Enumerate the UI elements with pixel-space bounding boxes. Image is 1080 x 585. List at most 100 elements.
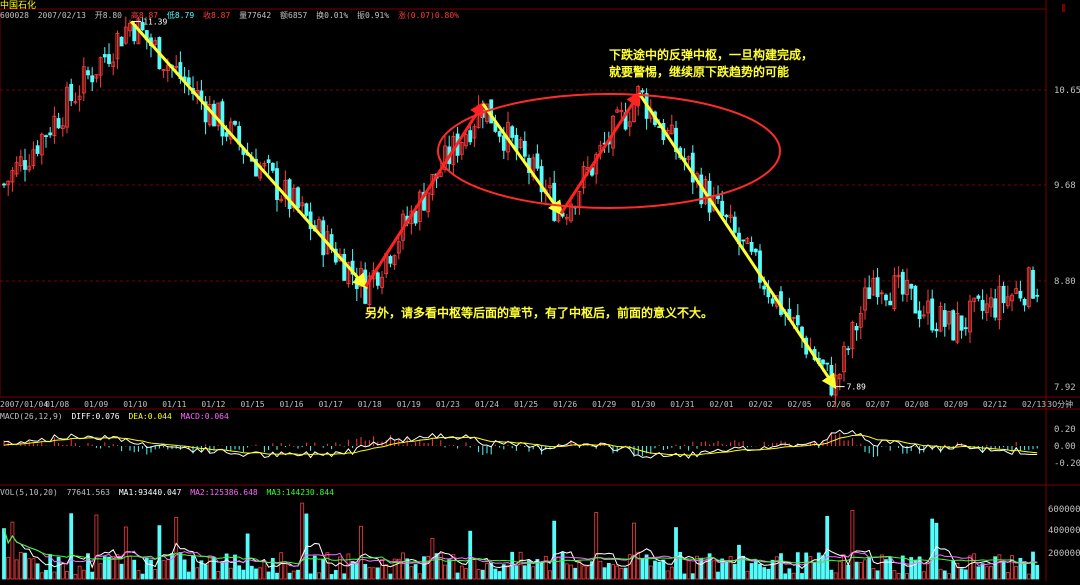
- volume-bar: [522, 565, 527, 580]
- candle-body: [56, 118, 61, 129]
- volume-bar: [245, 533, 250, 580]
- candle-body: [18, 156, 23, 166]
- volume-bar: [896, 573, 901, 580]
- volume-bar: [955, 562, 960, 580]
- volume-bar: [770, 559, 775, 580]
- period-label[interactable]: 30分钟: [1047, 399, 1073, 409]
- volume-layer: [2, 502, 1040, 580]
- volume-bar: [581, 565, 586, 580]
- candle-body: [795, 315, 800, 326]
- candle-body: [31, 149, 36, 167]
- volume-bar: [606, 562, 611, 580]
- candle-body: [749, 241, 754, 252]
- volume-bar: [161, 560, 166, 580]
- volume-bar: [270, 558, 275, 580]
- volume-bar: [753, 559, 758, 580]
- volume-bar: [661, 559, 666, 580]
- volume-bar: [325, 552, 330, 580]
- candle-body: [203, 101, 208, 123]
- volume-bar: [543, 555, 548, 580]
- volume-bar: [422, 556, 426, 580]
- volume-bar: [905, 573, 909, 580]
- volume-bar: [300, 502, 305, 580]
- time-label: 02/02: [748, 400, 772, 409]
- candle-body: [745, 238, 750, 245]
- volume-bar: [52, 571, 57, 580]
- volume-bar: [312, 555, 317, 580]
- volume-bar: [443, 564, 447, 580]
- scroll-marker[interactable]: [1062, 4, 1065, 12]
- volume-bar: [216, 571, 221, 580]
- candle-body: [52, 115, 57, 137]
- candle-body: [207, 104, 212, 126]
- time-label: 01/16: [280, 400, 304, 409]
- volume-bar: [472, 557, 477, 580]
- candle-body: [791, 316, 796, 319]
- volume-bar: [968, 555, 972, 580]
- volume-bar: [690, 573, 695, 580]
- volume-bar: [275, 572, 279, 580]
- volume-bar: [1031, 551, 1035, 580]
- volume-bar: [94, 514, 99, 580]
- time-label: 01/26: [553, 400, 577, 409]
- volume-bar: [787, 568, 792, 580]
- candle-body: [917, 310, 922, 320]
- volume-bar: [556, 556, 561, 580]
- volume-bar: [119, 563, 124, 580]
- candle-body: [111, 61, 116, 67]
- time-label: 01/25: [514, 400, 538, 409]
- candle-body: [724, 214, 729, 218]
- candle-body: [396, 241, 401, 254]
- candle-body: [720, 200, 725, 216]
- candle-body: [921, 314, 926, 317]
- volume-bar: [615, 565, 620, 580]
- candle-body: [942, 310, 947, 327]
- volume-bar: [879, 554, 884, 580]
- candle-body: [39, 133, 44, 156]
- volume-bar: [716, 571, 720, 580]
- volume-bar: [296, 569, 300, 580]
- volume-bar: [115, 554, 120, 580]
- candle-body: [443, 145, 447, 170]
- price-tick-4: 7.92: [1054, 383, 1076, 393]
- quote-turnover: 换0.01%: [316, 10, 348, 20]
- macd-tick-2: 0.00: [1054, 442, 1076, 452]
- price-panel[interactable]: [0, 8, 1047, 398]
- macd-axis: 0.20 0.00 -0.20: [1054, 425, 1080, 469]
- volume-bar: [917, 556, 922, 580]
- time-label: 02/09: [944, 400, 968, 409]
- volume-bar: [6, 556, 11, 580]
- volume-bar: [980, 563, 985, 580]
- candle-body: [287, 179, 292, 210]
- candle-body: [254, 158, 258, 177]
- volume-bar: [951, 560, 956, 580]
- candle-body: [539, 166, 544, 193]
- trend-lines-layer: [130, 20, 837, 390]
- volume-bar: [165, 559, 170, 580]
- candle-body: [422, 191, 426, 211]
- volume-bar: [199, 560, 204, 580]
- candle-body: [304, 203, 309, 216]
- candle-body: [216, 102, 221, 127]
- candle-body: [842, 346, 846, 373]
- volume-bar: [485, 563, 489, 580]
- volume-bar: [930, 518, 935, 580]
- candle-body: [1022, 298, 1027, 306]
- candle-body: [934, 328, 939, 332]
- candle-body: [35, 145, 40, 154]
- volume-bar: [81, 569, 86, 580]
- candle-body: [270, 162, 275, 171]
- time-label: 01/15: [240, 400, 264, 409]
- volume-bar: [657, 561, 662, 580]
- volume-bar: [875, 570, 880, 580]
- candle-body: [627, 121, 632, 127]
- volume-bar: [686, 560, 691, 580]
- time-label: 2007/01/04: [0, 400, 48, 409]
- volume-tick-3: 200000: [1048, 549, 1080, 559]
- candle-body: [850, 321, 855, 350]
- volume-bar: [997, 554, 1002, 580]
- quote-high: 高8.87: [131, 10, 158, 20]
- candle-body: [161, 69, 166, 71]
